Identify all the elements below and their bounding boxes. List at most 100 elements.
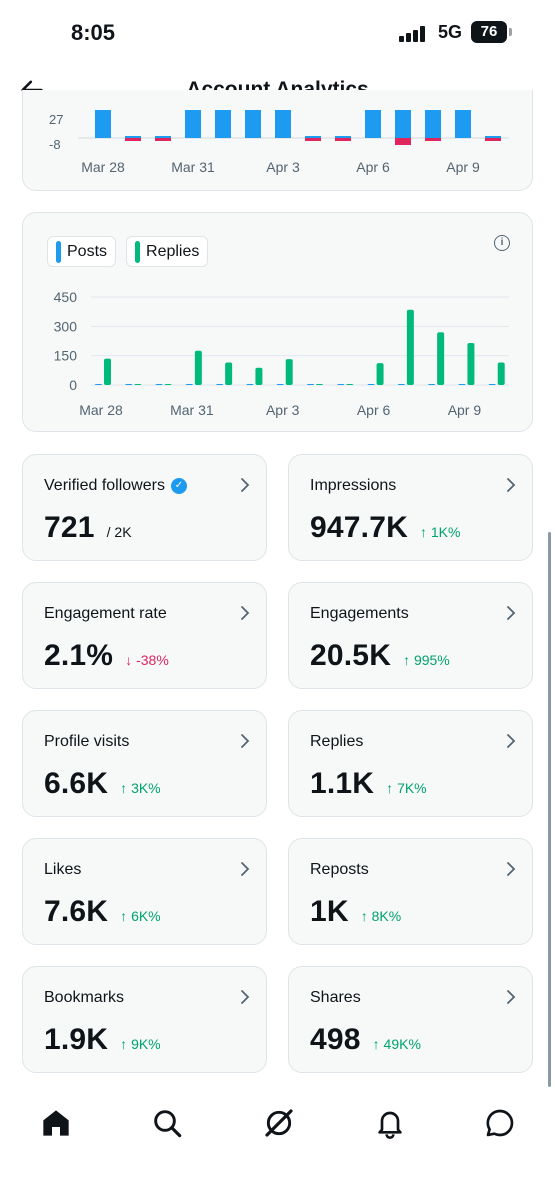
metric-label-row: Likes — [44, 861, 81, 879]
metric-label-row: Profile visits — [44, 733, 129, 751]
battery-nub — [509, 28, 512, 36]
network-type: 5G — [438, 22, 463, 42]
metric-value-row: 1K ↑ 8K% — [310, 895, 401, 929]
chevron-right-icon[interactable] — [238, 861, 252, 877]
activity-chart: 0 150 300 450 Mar 28 Mar 31 Apr 3 Apr 6 Apr 9 — [54, 289, 509, 418]
messages-icon[interactable] — [484, 1107, 516, 1139]
chart-legend: Posts Replies — [47, 236, 209, 267]
posts-bar — [216, 384, 224, 385]
top-chart-bar — [275, 110, 291, 138]
metric-change-value: 1K% — [430, 524, 461, 540]
top-chart-negative-bar — [155, 138, 171, 141]
posts-bar — [307, 384, 315, 385]
chevron-right-icon[interactable] — [504, 605, 518, 621]
chevron-right-icon[interactable] — [504, 477, 518, 493]
posts-bar — [397, 384, 405, 385]
chevron-right-icon[interactable] — [504, 733, 518, 749]
metric-change-value: 49K% — [383, 1036, 421, 1052]
metric-card[interactable]: Engagements 20.5K ↑ 995% — [288, 582, 533, 689]
status-bar: 8:05 5G 76 — [0, 0, 555, 64]
metric-value: 6.6K — [44, 767, 109, 800]
metric-value: 20.5K — [310, 639, 392, 672]
top-chart-bar — [425, 110, 441, 138]
grok-icon[interactable] — [263, 1107, 295, 1139]
metric-label: Bookmarks — [44, 989, 125, 1006]
metric-value: 498 — [310, 1023, 361, 1056]
posts-bar — [276, 384, 284, 385]
chevron-right-icon[interactable] — [238, 989, 252, 1005]
replies-bar — [194, 350, 202, 385]
top-chart-bar — [125, 136, 141, 139]
metric-card[interactable]: Engagement rate 2.1% ↓ -38% — [22, 582, 267, 689]
metric-label-row: Replies — [310, 733, 363, 751]
legend-swatch-posts — [56, 240, 61, 263]
home-icon[interactable] — [40, 1107, 72, 1139]
metric-card[interactable]: Impressions 947.7K ↑ 1K% — [288, 454, 533, 561]
top-chart-negative-bar — [305, 138, 321, 141]
metric-card[interactable]: Reposts 1K ↑ 8K% — [288, 838, 533, 945]
notifications-icon[interactable] — [374, 1107, 406, 1139]
legend-posts[interactable]: Posts — [47, 236, 117, 267]
signal-icon — [399, 26, 429, 42]
metric-label: Profile visits — [44, 733, 130, 750]
metric-card[interactable]: Verified followers ✓ 721 / 2K — [22, 454, 267, 561]
chevron-right-icon[interactable] — [504, 989, 518, 1005]
metric-label-row: Engagements — [310, 605, 409, 623]
info-icon[interactable]: i — [494, 235, 510, 251]
metric-label: Reposts — [310, 861, 369, 878]
scrollbar[interactable] — [548, 532, 551, 1087]
metric-label: Replies — [310, 733, 364, 750]
arrow-up-icon: ↑ — [372, 1036, 384, 1052]
top-chart-bar — [395, 110, 411, 138]
metric-change-value: 3K% — [131, 780, 161, 796]
x-tick-label: Apr 6 — [357, 402, 391, 418]
chevron-right-icon[interactable] — [504, 861, 518, 877]
posts-bar — [458, 384, 466, 385]
posts-bar — [95, 384, 102, 385]
metric-label-row: Shares — [310, 989, 361, 1007]
metric-label-row: Engagement rate — [44, 605, 167, 623]
search-icon[interactable] — [151, 1107, 183, 1139]
posts-bar — [185, 384, 193, 385]
metric-change: ↑ 6K% — [120, 908, 160, 924]
top-chart-negative-bar — [335, 138, 351, 141]
x-tick-label: Mar 28 — [79, 402, 123, 418]
metric-card[interactable]: Replies 1.1K ↑ 7K% — [288, 710, 533, 817]
chevron-right-icon[interactable] — [238, 605, 252, 621]
metric-change: ↑ 49K% — [373, 1036, 421, 1052]
metric-label-row: Impressions — [310, 477, 396, 495]
metric-label: Impressions — [310, 477, 397, 494]
bottom-nav — [0, 1095, 555, 1155]
status-time: 8:05 — [71, 20, 116, 45]
metric-card[interactable]: Profile visits 6.6K ↑ 3K% — [22, 710, 267, 817]
top-chart-xlabel: Apr 3 — [266, 159, 300, 175]
metric-card[interactable]: Likes 7.6K ↑ 6K% — [22, 838, 267, 945]
replies-bar — [437, 332, 445, 385]
metric-card[interactable]: Shares 498 ↑ 49K% — [288, 966, 533, 1073]
battery-icon: 76 — [471, 21, 507, 43]
y-tick-label: 150 — [54, 348, 78, 364]
y-tick-label: 0 — [69, 377, 77, 393]
x-tick-label: Mar 31 — [170, 402, 214, 418]
metric-total: / 2K — [106, 524, 132, 540]
chevron-right-icon[interactable] — [238, 477, 252, 493]
chevron-right-icon[interactable] — [238, 733, 252, 749]
metric-value-row: 1.9K ↑ 9K% — [44, 1023, 161, 1057]
top-chart-xlabel: Mar 31 — [171, 159, 215, 175]
top-chart-bar — [245, 110, 261, 138]
legend-replies[interactable]: Replies — [126, 236, 209, 267]
top-chart-bar — [155, 136, 171, 139]
top-chart-bar — [365, 110, 381, 138]
top-chart-bar — [305, 136, 321, 139]
metric-value-row: 6.6K ↑ 3K% — [44, 767, 161, 801]
metric-change: ↑ 3K% — [120, 780, 160, 796]
metric-card[interactable]: Bookmarks 1.9K ↑ 9K% — [22, 966, 267, 1073]
metric-label: Engagements — [310, 605, 409, 622]
replies-bar — [255, 367, 263, 385]
top-chart-card: 27 -8 Mar 28 Mar 31 Apr 3 Apr 6 Apr 9 — [22, 90, 533, 191]
metric-label: Verified followers — [44, 477, 165, 494]
replies-bar — [104, 358, 111, 385]
metric-label-row: Bookmarks — [44, 989, 124, 1007]
legend-swatch-replies — [135, 240, 141, 263]
top-chart-xlabel: Mar 28 — [81, 159, 125, 175]
